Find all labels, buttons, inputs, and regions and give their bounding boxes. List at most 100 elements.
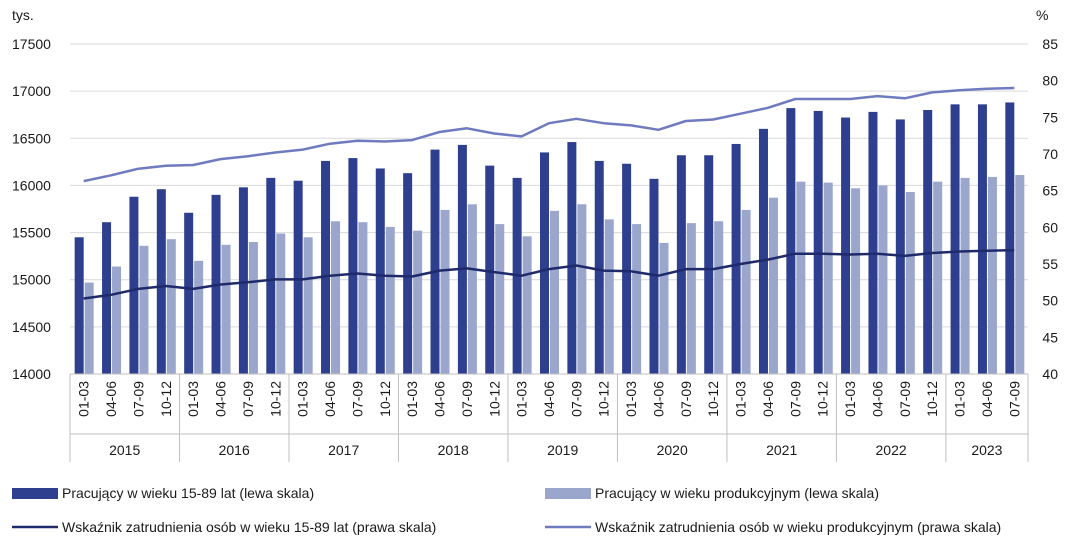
category-label: 04-06 <box>651 381 667 417</box>
category-label: 04-06 <box>760 381 776 417</box>
year-label: 2017 <box>328 442 359 458</box>
bar-2 <box>768 197 778 374</box>
bar-1 <box>457 144 467 374</box>
bar-2 <box>166 239 176 374</box>
bar-1 <box>841 117 851 375</box>
bar-1 <box>485 165 495 374</box>
legend-label: Pracujący w wieku 15-89 lat (lewa skala) <box>62 485 314 501</box>
bar-2 <box>358 222 368 374</box>
year-label: 2019 <box>547 442 578 458</box>
bar-1 <box>731 143 741 374</box>
bar-2 <box>331 221 341 374</box>
category-label: 07-09 <box>349 381 365 417</box>
category-label: 01-03 <box>733 381 749 417</box>
right-tick-label: 80 <box>1042 73 1058 89</box>
legend-label: Wskaźnik zatrudnienia osób w wieku produ… <box>595 519 1001 535</box>
bar-2 <box>440 209 450 374</box>
category-label: 01-03 <box>952 381 968 417</box>
bar-1 <box>676 155 686 374</box>
bar-2 <box>84 282 94 374</box>
bar-2 <box>878 185 888 374</box>
bar-1 <box>649 178 659 374</box>
bar-2 <box>933 181 943 374</box>
bar-1 <box>950 104 960 374</box>
right-tick-label: 65 <box>1042 183 1058 199</box>
legend-label: Pracujący w wieku produkcyjnym (lewa ska… <box>595 485 879 501</box>
bar-1 <box>923 110 933 374</box>
bar-2 <box>139 245 149 374</box>
bar-2 <box>303 237 313 374</box>
year-label: 2022 <box>876 442 907 458</box>
category-label: 01-03 <box>295 381 311 417</box>
bar-2 <box>248 242 258 374</box>
bar-2 <box>823 182 833 374</box>
series-line-1 <box>83 248 1015 300</box>
category-label: 04-06 <box>103 381 119 417</box>
bar-1 <box>348 158 358 374</box>
bar-1 <box>594 160 604 374</box>
category-label: 04-06 <box>979 381 995 417</box>
category-label: 01-03 <box>404 381 420 417</box>
left-tick-label: 14000 <box>12 366 51 382</box>
bar-2 <box>522 236 532 374</box>
bar-1 <box>540 152 549 374</box>
bar-1 <box>129 196 139 374</box>
bar-2 <box>577 204 587 374</box>
category-label: 10-12 <box>267 381 283 417</box>
year-label: 2021 <box>766 442 797 458</box>
right-axis-unit: % <box>1036 7 1048 23</box>
bar-1 <box>375 168 385 374</box>
bar-2 <box>987 176 997 374</box>
right-tick-label: 40 <box>1042 366 1058 382</box>
left-tick-label: 16500 <box>12 130 51 146</box>
legend: Pracujący w wieku 15-89 lat (lewa skala)… <box>12 485 1001 535</box>
bar-2 <box>851 188 861 374</box>
bar-2 <box>413 230 423 374</box>
bar-2 <box>194 260 204 374</box>
year-label: 2020 <box>657 442 688 458</box>
bars <box>74 102 1025 375</box>
bar-1 <box>266 177 276 374</box>
category-label: 07-09 <box>787 381 803 417</box>
right-tick-label: 45 <box>1042 329 1058 345</box>
category-label: 07-09 <box>459 381 475 417</box>
bar-1 <box>74 237 84 374</box>
bar-1 <box>184 212 194 374</box>
left-tick-label: 15500 <box>12 225 51 241</box>
left-axis-unit: tys. <box>12 7 34 23</box>
bar-1 <box>430 149 440 374</box>
year-label: 2015 <box>109 442 140 458</box>
bar-1 <box>786 108 796 374</box>
category-label: 01-03 <box>623 381 639 417</box>
bar-1 <box>238 187 248 374</box>
bar-2 <box>686 223 696 374</box>
right-tick-label: 75 <box>1042 109 1058 125</box>
bar-1 <box>293 180 303 374</box>
category-label: 01-03 <box>185 381 201 417</box>
legend-label: Wskaźnik zatrudnienia osób w wieku 15-89… <box>62 519 436 535</box>
right-tick-label: 55 <box>1042 256 1058 272</box>
bar-1 <box>403 173 413 374</box>
category-label: 07-09 <box>240 381 256 417</box>
category-label: 07-09 <box>678 381 694 417</box>
bar-2 <box>1015 175 1025 374</box>
right-tick-label: 50 <box>1042 293 1058 309</box>
left-tick-label: 14500 <box>12 319 51 335</box>
bar-1 <box>758 128 768 374</box>
bar-1 <box>102 222 112 374</box>
bar-2 <box>112 266 122 374</box>
bar-1 <box>704 155 714 374</box>
bar-2 <box>659 242 669 374</box>
lines <box>83 86 1015 300</box>
bar-2 <box>632 224 642 374</box>
category-label: 07-09 <box>897 381 913 417</box>
left-tick-label: 17000 <box>12 83 51 99</box>
category-label: 07-09 <box>130 381 146 417</box>
bar-1 <box>813 110 823 374</box>
bar-2 <box>467 204 477 374</box>
bar-2 <box>495 224 505 374</box>
left-tick-label: 17500 <box>12 36 51 52</box>
category-label: 04-06 <box>322 381 338 417</box>
category-label: 01-03 <box>514 381 530 417</box>
